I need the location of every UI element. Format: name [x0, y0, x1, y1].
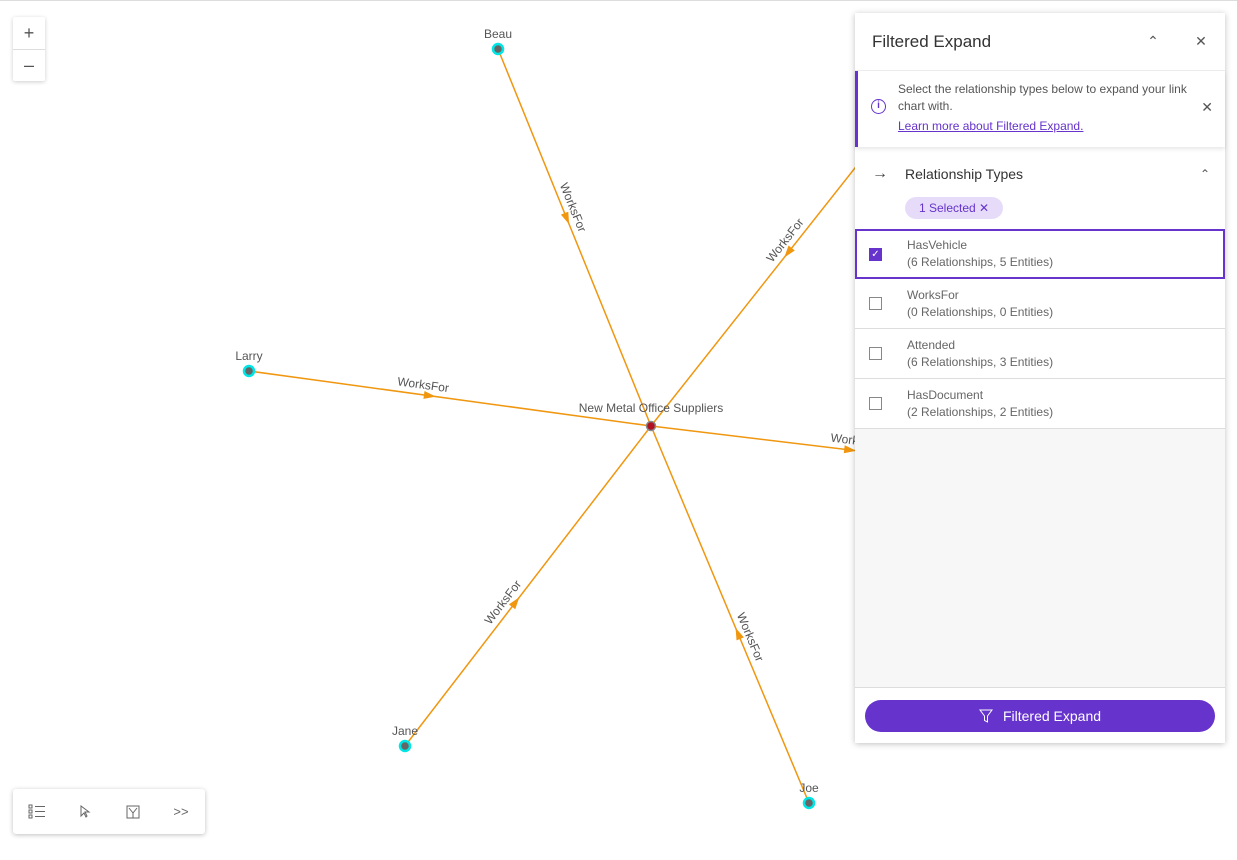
edge[interactable]	[248, 370, 652, 427]
edge-arrow	[508, 597, 520, 610]
checkbox[interactable]	[869, 347, 882, 360]
layout-icon[interactable]	[121, 800, 145, 824]
center-node-label: New Metal Office Suppliers	[579, 401, 724, 415]
dismiss-notice-icon[interactable]: ✕	[1201, 99, 1213, 115]
edge-arrow	[423, 390, 436, 399]
filtered-expand-button[interactable]: Filtered Expand	[865, 699, 1215, 732]
edge[interactable]	[404, 425, 652, 747]
selected-chip[interactable]: 1 Selected ✕	[905, 197, 1004, 219]
filtered-expand-panel: Filtered Expand ⌃ ✕ i Select the relatio…	[855, 13, 1225, 743]
entity-node[interactable]	[491, 42, 505, 56]
bottom-toolbar: >>	[13, 789, 205, 834]
item-detail: (6 Relationships, 5 Entities)	[907, 255, 1054, 269]
node-label: Beau	[484, 27, 512, 41]
node-label: Larry	[235, 349, 262, 363]
checkbox[interactable]: ✓	[869, 247, 882, 261]
section-title: Relationship Types	[905, 166, 1024, 182]
info-notice: i Select the relationship types below to…	[855, 71, 1225, 147]
chip-label: 1 Selected	[919, 201, 976, 215]
edge-arrow	[735, 627, 744, 641]
button-label: Filtered Expand	[1002, 707, 1102, 724]
relationship-types-header[interactable]: → Relationship Types ⌃	[855, 159, 1225, 189]
relationship-type-item[interactable]: WorksFor (0 Relationships, 0 Entities)	[855, 279, 1225, 329]
entity-node[interactable]	[398, 739, 412, 753]
notice-text: Select the relationship types below to e…	[898, 82, 1187, 113]
select-cursor-icon[interactable]	[73, 800, 97, 824]
edge[interactable]	[497, 48, 652, 427]
zoom-out-button[interactable]: –	[13, 49, 45, 81]
zoom-in-button[interactable]: +	[23, 22, 35, 43]
entity-node[interactable]	[802, 796, 816, 810]
item-detail: (6 Relationships, 3 Entities)	[907, 354, 1054, 369]
list-icon[interactable]	[25, 800, 49, 824]
node-label: Joe	[799, 781, 819, 795]
edge-label: WorksFor	[397, 374, 450, 395]
edge[interactable]	[650, 425, 810, 804]
item-name: WorksFor	[907, 287, 959, 302]
item-detail: (2 Relationships, 2 Entities)	[907, 404, 1054, 419]
collapse-icon[interactable]: ⌃	[1147, 33, 1159, 49]
close-icon[interactable]: ✕	[1195, 33, 1207, 49]
relationship-type-item[interactable]: Attended (6 Relationships, 3 Entities)	[855, 329, 1225, 379]
relationship-type-item[interactable]: ✓ HasVehicle (6 Relationships, 5 Entities)	[855, 229, 1225, 279]
panel-title: Filtered Expand	[872, 31, 992, 51]
edge-arrow	[784, 245, 795, 258]
center-node[interactable]	[645, 420, 657, 432]
chevron-up-icon[interactable]: ⌃	[1199, 167, 1211, 181]
item-name: HasDocument	[907, 387, 984, 402]
entity-node[interactable]	[242, 364, 256, 378]
learn-more-link[interactable]: Learn more about Filtered Expand.	[898, 119, 1084, 133]
expand-toolbar-icon[interactable]: >>	[173, 804, 189, 819]
edge-arrow	[843, 445, 857, 454]
item-name: Attended	[907, 337, 956, 352]
relationship-type-item[interactable]: HasDocument (2 Relationships, 2 Entities)	[855, 379, 1225, 429]
zoom-control: + –	[13, 17, 45, 81]
checkbox[interactable]	[869, 397, 882, 410]
filter-icon	[978, 709, 993, 723]
node-label: Jane	[392, 724, 418, 738]
checkbox[interactable]	[869, 297, 882, 310]
edge-arrow	[560, 211, 570, 225]
arrow-right-icon: →	[872, 165, 888, 182]
item-detail: (0 Relationships, 0 Entities)	[907, 304, 1054, 319]
item-name: HasVehicle	[907, 238, 968, 252]
info-icon: i	[871, 99, 886, 114]
